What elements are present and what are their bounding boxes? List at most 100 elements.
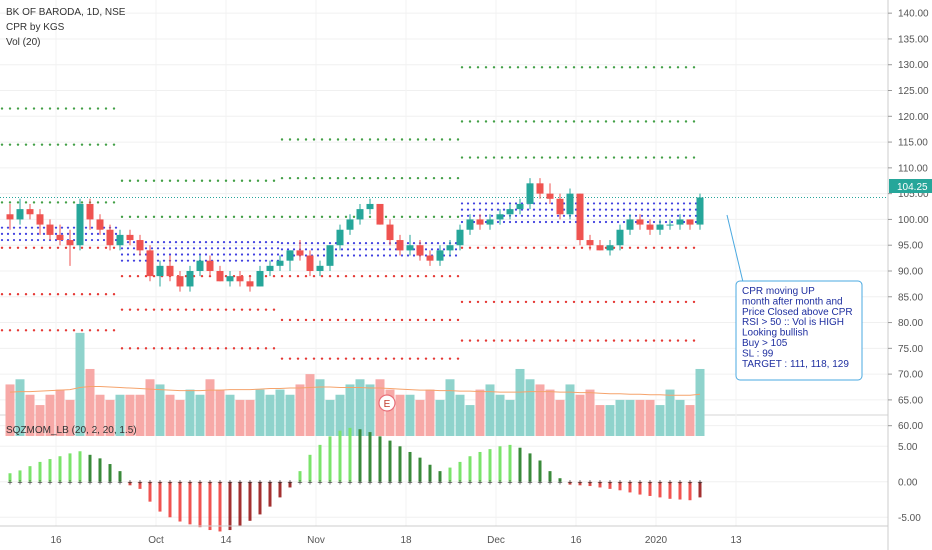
candle-body [456,229,464,246]
cpr-level-s3-dot [440,357,444,360]
cpr-band-dot [192,259,196,262]
cpr-level-pivot-dot [588,156,592,159]
cpr-band-dot [102,232,106,235]
cpr-level-s3-dot [392,357,396,360]
cpr-level-s1-dot [136,274,140,278]
cpr-level-pivot-dot [676,156,680,159]
cpr-band-dot [228,253,232,256]
momentum-bar [308,454,312,482]
cpr-level-r1-dot [208,179,212,182]
cpr-levels [0,66,698,360]
cpr-level-s3-dot [636,339,640,342]
cpr-level-r2-dot [636,66,640,69]
momentum-bar [388,440,392,482]
cpr-level-s1-dot [24,246,28,249]
cpr-level-s2-dot [16,292,20,296]
cpr-level-s2-dot [88,292,92,296]
volume-bar [115,394,125,436]
cpr-level-s3-dot [272,347,276,350]
candle-body [336,229,344,246]
cpr-band-dot [592,214,596,217]
cpr-level-s3-dot [548,339,552,342]
cpr-band-dot [406,254,410,257]
candle-body [606,245,614,251]
momentum-bar [298,471,302,482]
cpr-band-dot [198,241,202,244]
cpr-band-dot [42,238,46,242]
cpr-band-dot [652,208,656,211]
volume-bar [125,394,135,436]
volume-bar [75,332,85,436]
cpr-band-dot [270,253,274,256]
cpr-level-s3-dot [112,329,116,332]
cpr-level-pivot-dot [384,215,388,219]
candle-body [396,240,404,251]
chart-title: BK OF BARODA, 1D, NSE [6,7,126,18]
cpr-band-dot [240,253,244,256]
cpr-level-r1-dot [144,179,148,182]
cpr-band-dot [466,208,470,211]
cpr-level-r1-dot [168,179,172,182]
cpr-level-r2-dot [328,138,332,141]
volume-bar [355,379,365,436]
cpr-level-s2-dot [476,300,480,304]
momentum-bar [528,453,532,482]
cpr-level-pivot-dot [424,215,428,219]
cpr-band-dot [526,208,530,211]
cpr-band-dot [310,248,314,251]
price-tick-label: 75.00 [898,344,923,355]
cpr-band-dot [258,253,262,256]
squeeze-dot: + [507,477,512,487]
cpr-level-pivot-dot [280,215,284,219]
squeeze-dot: + [607,477,612,487]
cpr-level-r1-dot [224,179,228,182]
cpr-level-pivot-dot [272,215,276,219]
cpr-band-dot [526,214,530,217]
cpr-level-pivot-dot [668,156,672,159]
cpr-band-dot [538,202,542,205]
cpr-band-dot [120,247,124,250]
candle-body [536,183,544,194]
cpr-band-dot [18,238,22,242]
momentum-bar [498,446,502,482]
cpr-level-r1-dot [16,143,20,146]
cpr-level-r1-dot [304,176,308,180]
cpr-level-pivot-dot [112,201,116,204]
cpr-level-r1-dot [392,176,396,180]
cpr-band-dot [352,254,356,257]
cpr-level-s1-dot [448,274,452,278]
cpr-level-r1-dot [540,120,544,123]
earnings-badge[interactable]: E [378,394,396,412]
cpr-level-r2-dot [112,107,116,110]
cpr-level-pivot-dot [160,215,164,219]
cpr-level-pivot-dot [540,156,544,159]
cpr-level-s2-dot [540,300,544,304]
cpr-level-s2-dot [596,300,600,304]
volume-bar [315,379,325,436]
momentum-bar [148,481,152,502]
cpr-level-r2-dot [492,66,496,69]
momentum-bar [468,456,472,482]
volume-bar [235,399,245,436]
cpr-band-dot [676,208,680,211]
cpr-level-s2-dot [328,318,332,322]
cpr-band-dot [246,259,250,262]
cpr-band-dot [252,241,256,244]
cpr-band-dot [234,247,238,250]
cpr-level-pivot-dot [24,201,28,204]
cpr-level-s2-dot [112,292,116,296]
cpr-band-dot [604,214,608,217]
cpr-level-pivot-dot [72,201,76,204]
cpr-level-r2-dot [556,66,560,69]
momentum-bar [408,451,412,482]
cpr-band-dot [376,254,380,257]
price-tick-label: 80.00 [898,318,923,329]
cpr-level-s2-dot [564,300,568,304]
cpr-level-s1-dot [636,246,640,249]
cpr-band-dot [310,242,314,245]
cpr-level-s1-dot [128,274,132,278]
cpr-level-s2-dot [144,308,148,311]
